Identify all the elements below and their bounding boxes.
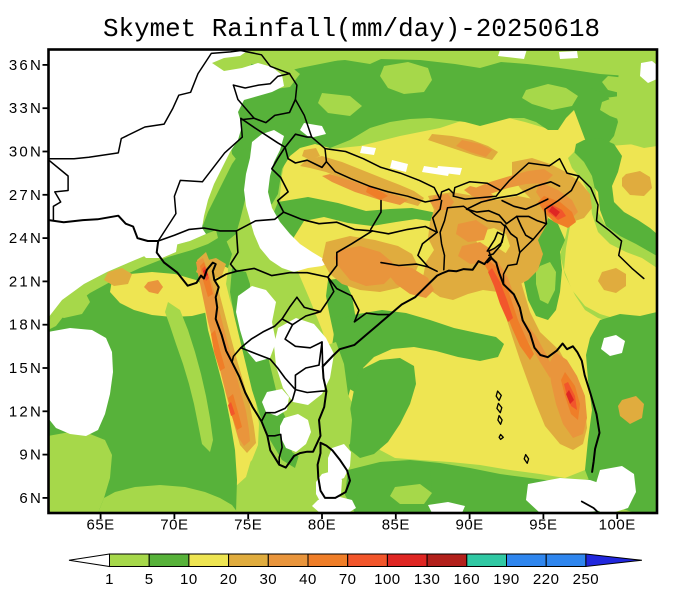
svg-text:18N: 18N [9, 317, 43, 334]
svg-text:1: 1 [105, 571, 114, 588]
svg-text:36N: 36N [9, 57, 43, 74]
svg-text:12N: 12N [9, 403, 43, 420]
svg-text:40: 40 [299, 571, 317, 588]
svg-text:85E: 85E [382, 517, 410, 534]
svg-text:160: 160 [454, 571, 481, 588]
svg-text:70: 70 [339, 571, 357, 588]
svg-text:80E: 80E [308, 517, 336, 534]
svg-text:220: 220 [533, 571, 560, 588]
svg-text:10: 10 [180, 571, 198, 588]
svg-text:130: 130 [414, 571, 441, 588]
svg-text:95E: 95E [529, 517, 557, 534]
svg-text:Skymet Rainfall(mm/day)-202506: Skymet Rainfall(mm/day)-20250618 [103, 14, 600, 44]
svg-text:24N: 24N [9, 230, 43, 247]
svg-text:15N: 15N [9, 360, 43, 377]
svg-text:190: 190 [493, 571, 520, 588]
svg-text:100: 100 [374, 571, 401, 588]
svg-text:33N: 33N [9, 100, 43, 117]
svg-text:250: 250 [573, 571, 600, 588]
svg-text:5: 5 [145, 571, 154, 588]
svg-text:30N: 30N [9, 144, 43, 161]
svg-text:75E: 75E [234, 517, 262, 534]
svg-text:6N: 6N [19, 490, 43, 507]
svg-text:9N: 9N [19, 447, 43, 464]
svg-text:30: 30 [259, 571, 277, 588]
svg-text:21N: 21N [9, 273, 43, 290]
svg-text:27N: 27N [9, 187, 43, 204]
svg-text:100E: 100E [599, 517, 636, 534]
svg-text:65E: 65E [86, 517, 114, 534]
svg-text:90E: 90E [455, 517, 483, 534]
svg-text:70E: 70E [160, 517, 188, 534]
svg-text:20: 20 [220, 571, 238, 588]
